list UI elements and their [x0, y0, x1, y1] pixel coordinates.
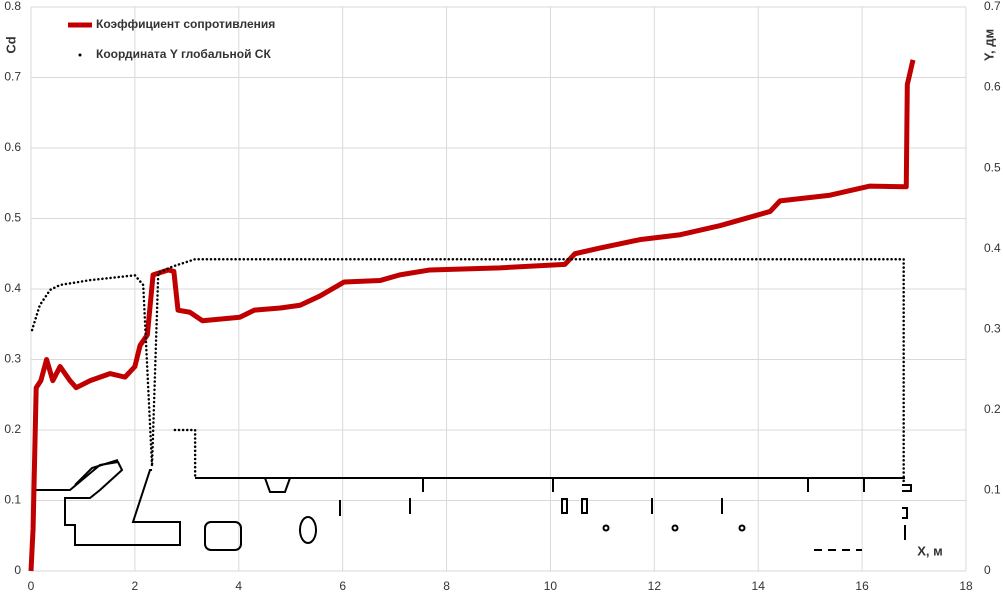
y2-tick-label: 0.7 [984, 0, 1001, 13]
body-outline [602, 524, 610, 532]
y-axis-label: Cd [3, 36, 18, 53]
x-tick-label: 8 [443, 579, 450, 593]
y2-tick-label: 0.2 [984, 402, 1001, 416]
x-tick-label: 18 [959, 579, 973, 593]
y2-tick-label: 0.3 [984, 321, 1001, 335]
y2-axis-label: Y, дм [981, 29, 996, 61]
x-tick-label: 2 [132, 579, 139, 593]
body-outline [195, 477, 905, 493]
body-outline [561, 498, 568, 514]
y2-tick-label: 0.5 [984, 160, 1001, 174]
y2-tick-label: 0.1 [984, 483, 1001, 497]
body-outline [738, 524, 746, 532]
x-tick-label: 14 [752, 579, 766, 593]
legend-label: Коэффициент сопротивления [96, 17, 275, 31]
x-tick-label: 10 [544, 579, 558, 593]
y-tick-label: 0.5 [4, 211, 21, 225]
x-tick-label: 6 [339, 579, 346, 593]
x-tick-label: 12 [648, 579, 662, 593]
y-tick-label: 0.3 [4, 352, 21, 366]
x-axis-label: X, м [917, 543, 943, 558]
grid [30, 6, 967, 572]
body-outline [581, 498, 588, 514]
body-outline [204, 521, 242, 551]
body-outline [671, 524, 679, 532]
geometry [32, 459, 912, 551]
y-tick-label: 0.4 [4, 281, 21, 295]
y-tick-label: 0.8 [4, 0, 21, 13]
x-tick-label: 16 [855, 579, 869, 593]
series-line [28, 59, 916, 572]
y2-tick-label: 0.6 [984, 80, 1001, 94]
y2-tick-label: 0 [984, 563, 991, 577]
y-tick-label: 0 [14, 563, 21, 577]
y-tick-label: 0.7 [4, 70, 21, 84]
body-outline [299, 516, 317, 544]
body-outline [339, 478, 865, 516]
y2-tick-label: 0.4 [984, 241, 1001, 255]
body-outline [35, 460, 181, 546]
legend-label: Координата Y глобальной СК [96, 47, 271, 61]
y-tick-label: 0.2 [4, 422, 21, 436]
x-tick-label: 0 [28, 579, 35, 593]
y-tick-label: 0.1 [4, 493, 21, 507]
y-tick-label: 0.6 [4, 140, 21, 154]
x-tick-label: 4 [235, 579, 242, 593]
body-outline [902, 484, 912, 540]
body-outline [74, 459, 119, 486]
legend-swatch [78, 53, 82, 57]
series-line [30, 257, 905, 484]
